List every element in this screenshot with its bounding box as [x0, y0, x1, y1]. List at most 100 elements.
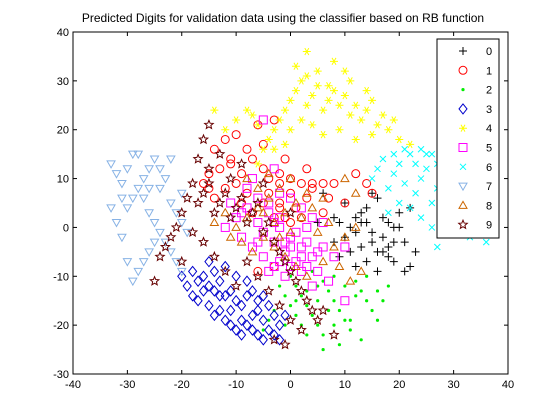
data-point-digit-1	[367, 188, 377, 198]
data-point-digit-5	[280, 237, 290, 247]
data-point-digit-5	[258, 252, 268, 262]
data-point-digit-0	[373, 194, 382, 203]
data-point-digit-8	[274, 183, 285, 192]
data-point-digit-9	[214, 148, 226, 159]
data-point-digit-8	[253, 183, 263, 192]
data-point-digit-3	[220, 260, 230, 273]
data-point-digit-2	[332, 323, 336, 327]
data-point-digit-6	[385, 209, 392, 217]
data-point-digit-4	[362, 86, 371, 95]
data-point-digit-1	[351, 169, 361, 179]
data-point-digit-4	[221, 125, 230, 134]
data-point-digit-9	[149, 275, 161, 286]
data-point-digit-3	[198, 270, 209, 283]
legend-label: 6	[486, 162, 492, 174]
data-point-digit-8	[220, 207, 231, 217]
data-point-digit-2	[305, 333, 309, 337]
data-point-digit-3	[247, 285, 258, 297]
data-point-digit-9	[236, 192, 248, 203]
data-point-digit-1	[231, 130, 241, 140]
series-7	[106, 150, 193, 287]
data-point-digit-8	[356, 266, 367, 275]
series-3	[177, 255, 290, 346]
data-point-digit-2	[343, 284, 347, 288]
data-point-digit-2	[326, 308, 331, 313]
data-point-digit-9	[274, 246, 286, 257]
data-point-digit-4	[286, 125, 295, 134]
legend-item-0: 0	[459, 46, 492, 58]
data-point-digit-0	[340, 199, 349, 207]
data-point-digit-2	[294, 284, 298, 288]
data-point-digit-4	[340, 67, 349, 75]
data-point-digit-7	[127, 277, 138, 287]
data-point-digit-3	[220, 314, 230, 327]
legend-marker-4	[459, 124, 467, 132]
data-point-digit-5	[302, 237, 312, 247]
data-point-digit-0	[362, 218, 371, 227]
data-point-digit-9	[187, 177, 199, 189]
data-point-digit-7	[144, 165, 154, 174]
data-point-digit-2	[316, 299, 320, 303]
y-tick-label: -10	[53, 271, 69, 283]
data-point-digit-7	[138, 258, 149, 267]
data-point-digit-7	[182, 228, 193, 238]
x-tick-label: 40	[502, 379, 514, 391]
data-point-digit-1	[318, 178, 328, 188]
data-point-digit-6	[417, 145, 425, 153]
data-point-digit-1	[258, 139, 268, 149]
data-point-digit-7	[106, 204, 116, 213]
data-point-digit-9	[257, 226, 269, 238]
data-point-digit-4	[291, 62, 300, 70]
data-point-digit-2	[278, 284, 282, 288]
data-point-digit-1	[324, 193, 334, 203]
data-point-digit-6	[433, 243, 441, 251]
data-point-digit-9	[197, 236, 210, 247]
data-point-digit-7	[171, 258, 182, 267]
data-point-digit-3	[215, 290, 225, 302]
data-point-digit-4	[406, 140, 415, 149]
data-point-digit-5	[280, 271, 290, 281]
data-point-digit-8	[247, 246, 258, 256]
data-point-digit-5	[291, 227, 301, 237]
data-point-digit-4	[275, 116, 284, 124]
data-point-digit-9	[274, 299, 286, 311]
data-point-digit-6	[428, 224, 436, 231]
data-point-digit-2	[283, 323, 287, 327]
legend-item-5: 5	[458, 143, 492, 155]
data-point-digit-5	[286, 242, 295, 252]
data-point-digit-4	[389, 116, 398, 124]
data-point-digit-7	[155, 184, 165, 194]
legend-item-4: 4	[459, 123, 492, 135]
data-point-digit-7	[160, 238, 171, 248]
data-point-digit-8	[323, 217, 334, 227]
data-point-digit-6	[374, 165, 381, 173]
data-point-digit-0	[378, 233, 387, 242]
data-point-digit-5	[340, 296, 350, 306]
data-point-digit-9	[263, 285, 275, 296]
data-point-digit-7	[166, 199, 176, 209]
data-point-digit-7	[149, 219, 160, 228]
data-point-digit-4	[368, 96, 377, 105]
data-point-digit-9	[208, 250, 220, 262]
data-point-digit-4	[351, 135, 360, 144]
data-point-digit-8	[301, 271, 312, 280]
data-point-digit-8	[263, 168, 274, 178]
legend-item-7: 7	[458, 181, 492, 193]
data-point-digit-3	[204, 280, 214, 292]
data-point-digit-4	[313, 67, 322, 75]
data-point-digit-8	[263, 193, 274, 202]
data-point-digit-5	[296, 266, 306, 276]
data-point-digit-9	[317, 304, 329, 316]
y-tick-label: 20	[57, 125, 69, 137]
data-point-digit-6	[401, 180, 409, 187]
data-point-digit-3	[209, 285, 220, 297]
data-point-digit-5	[275, 188, 285, 198]
data-point-digit-9	[328, 329, 340, 340]
data-point-digit-6	[390, 170, 398, 178]
data-point-digit-6	[428, 150, 436, 158]
data-point-digit-4	[324, 96, 333, 105]
data-point-digit-1	[275, 169, 285, 179]
data-point-digit-5	[269, 262, 279, 272]
data-point-digit-0	[384, 242, 393, 251]
